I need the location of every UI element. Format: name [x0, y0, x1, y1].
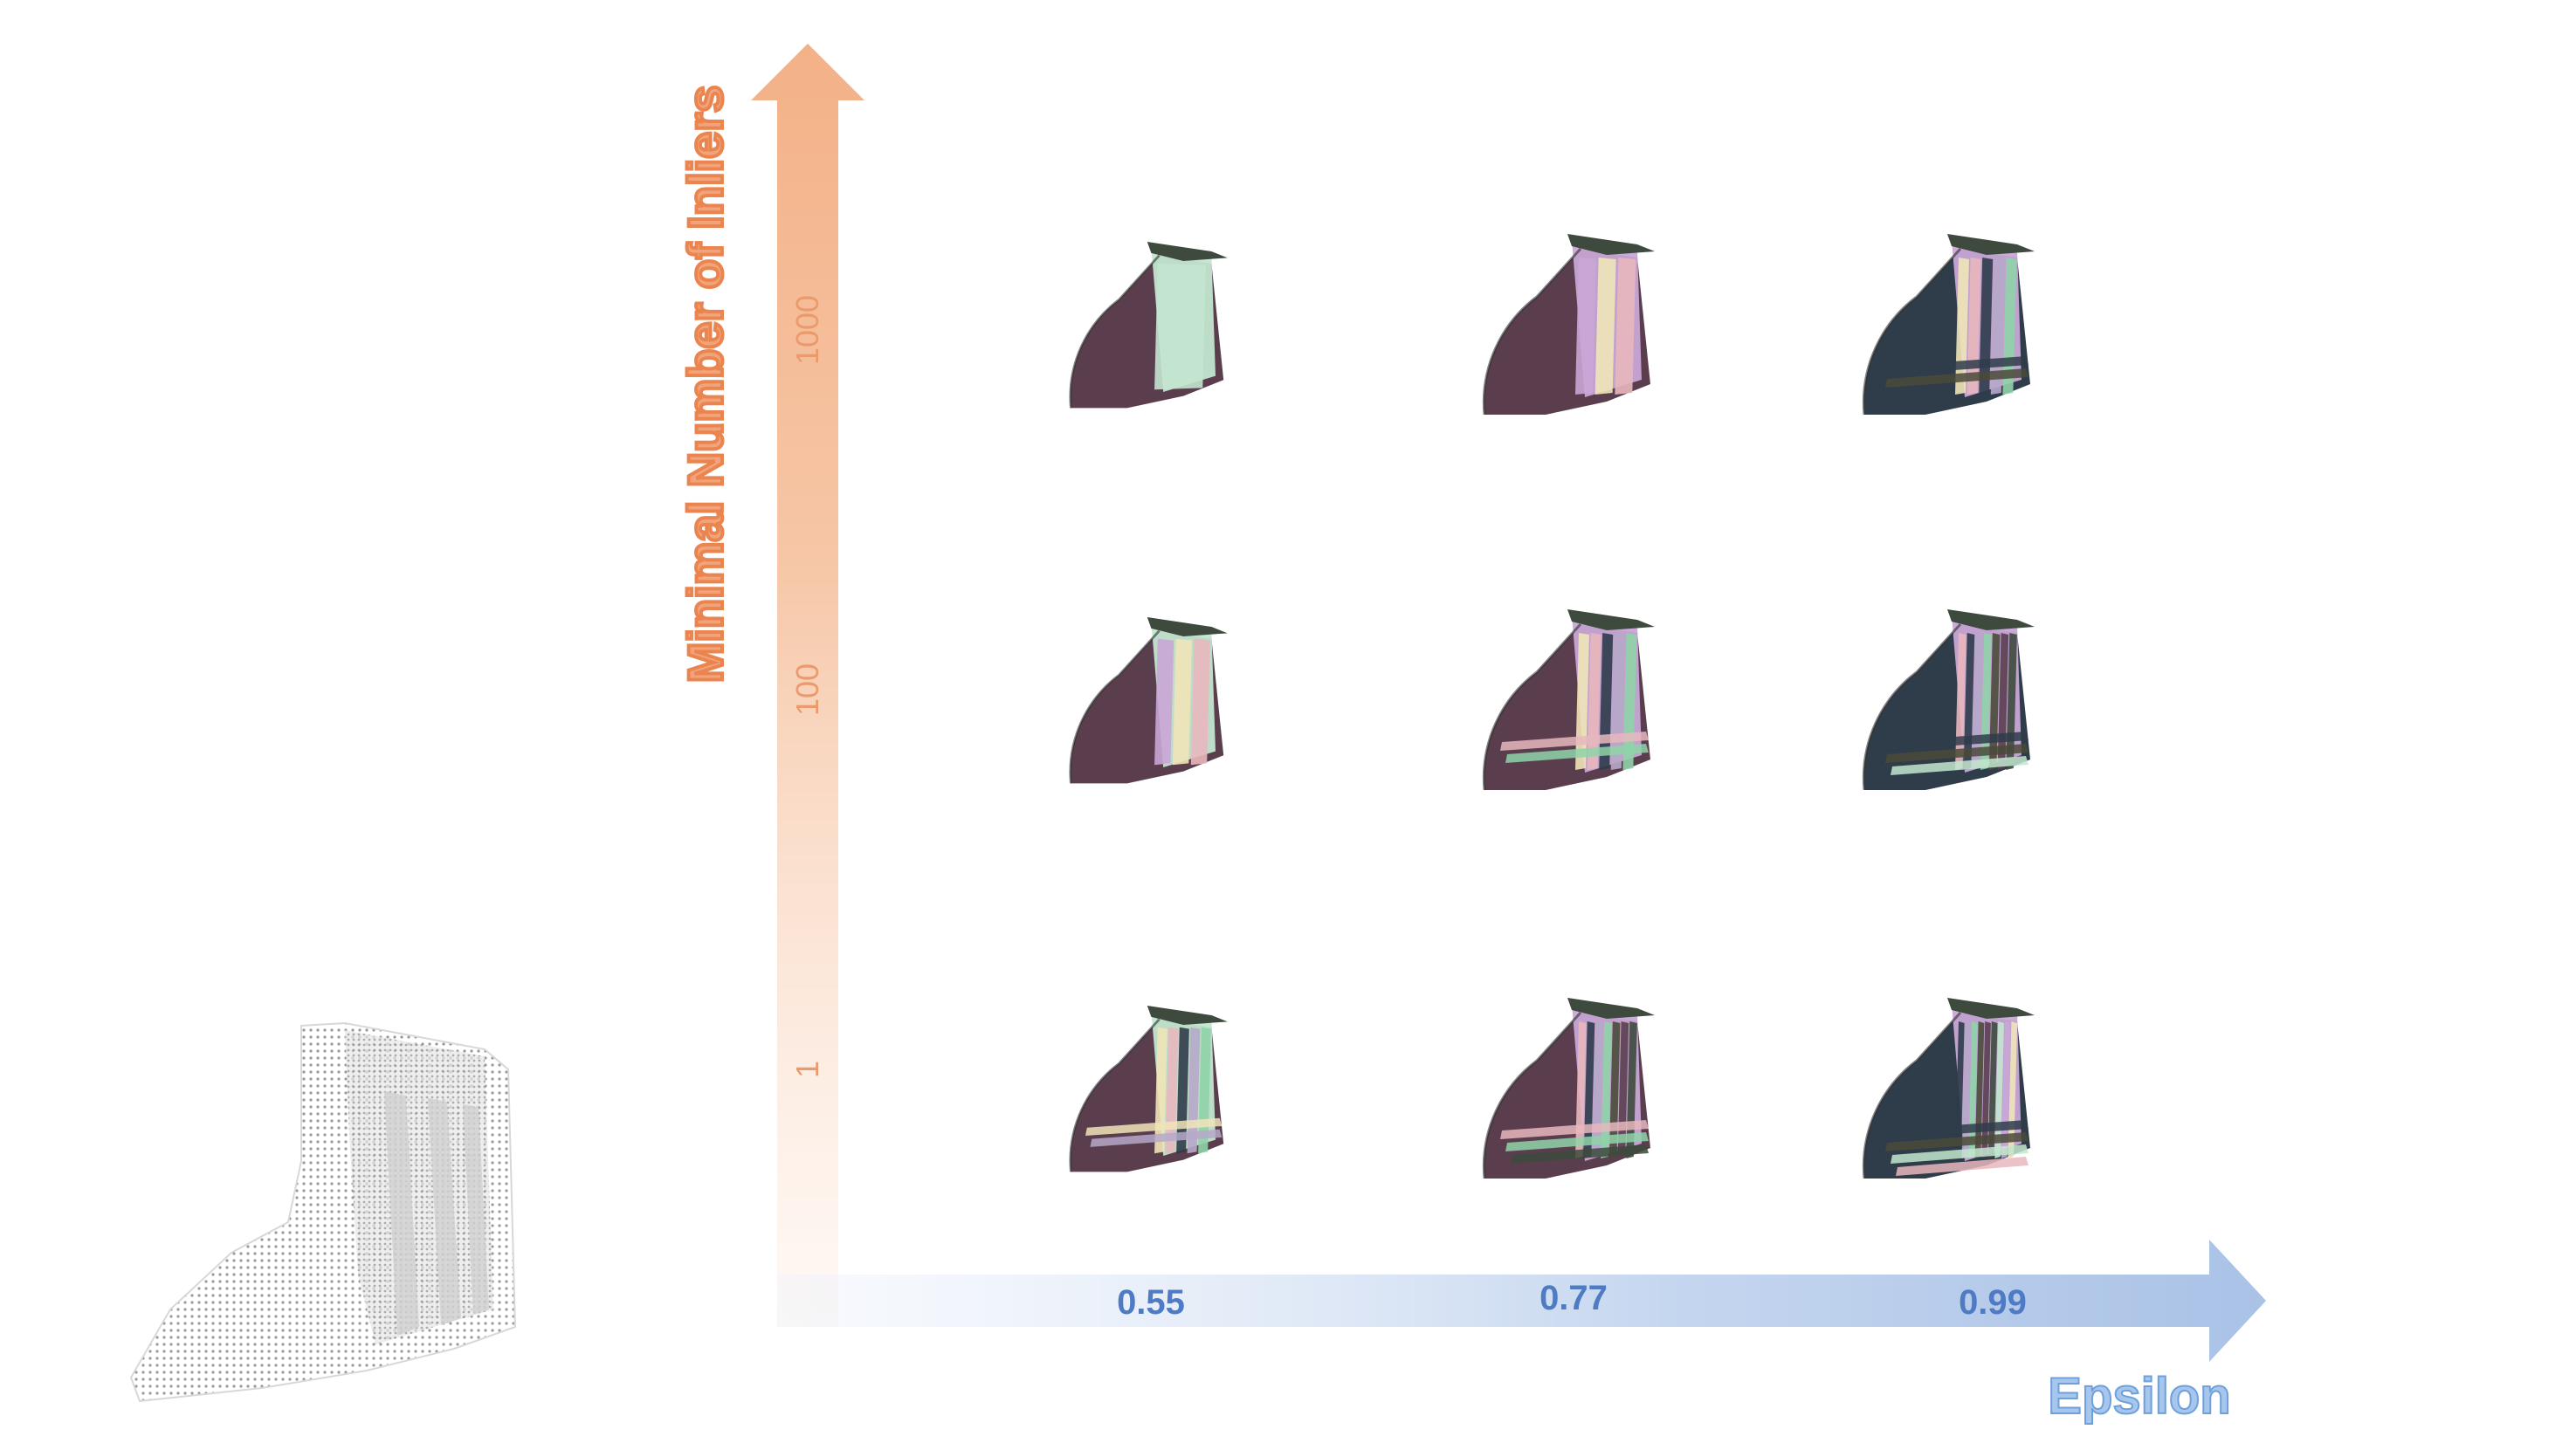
y-tick-1000: 1000: [789, 294, 825, 366]
shape-cell-100-0.55: [1069, 616, 1228, 784]
segment-edge: [1862, 247, 1962, 416]
segment-edge: [1482, 1011, 1582, 1179]
segment-top: [1147, 241, 1228, 262]
segment-edge: [1862, 622, 1962, 791]
segment-strip: [1575, 1021, 1587, 1158]
y-axis-label: Minimal Number of Inliers: [676, 84, 734, 685]
x-tick-0.55: 0.55: [1117, 1283, 1185, 1322]
segment-strip: [1172, 638, 1193, 766]
segment-band: [1085, 1117, 1223, 1136]
segment-strip: [1955, 1021, 1965, 1158]
shape-cell-100-0.99: [1862, 609, 2035, 791]
segment-top: [1147, 1005, 1228, 1026]
segment-band: [1511, 1144, 1649, 1164]
segment-band: [1896, 1157, 2028, 1176]
segment-band: [1500, 732, 1649, 751]
shape-cell-1000-0.77: [1482, 234, 1655, 416]
segment-strip: [1961, 1021, 1972, 1158]
segment-top: [1567, 998, 1655, 1019]
shape-cell-1-0.99: [1862, 998, 2035, 1179]
segment-strip: [1154, 263, 1206, 390]
segment-strip: [1154, 1027, 1167, 1154]
segment-strip: [1595, 258, 1616, 395]
x-tick-0.77: 0.77: [1539, 1279, 1608, 1317]
point-cloud-rib-3: [463, 1104, 489, 1315]
segment-band: [1880, 1120, 2028, 1139]
segment-band: [1891, 756, 2028, 775]
segment-top: [1947, 998, 2035, 1019]
segment-edge: [1482, 247, 1582, 416]
segment-edge: [1069, 629, 1161, 784]
segment-top: [1567, 609, 1655, 630]
point-cloud-rib-2: [428, 1098, 461, 1325]
segment-band: [1090, 1129, 1223, 1147]
segment-band: [1885, 744, 2028, 763]
x-tick-0.99: 0.99: [1959, 1283, 2027, 1322]
segment-top: [1147, 616, 1228, 637]
segment-strip: [1575, 258, 1596, 395]
segment-band: [1500, 1120, 1649, 1139]
segment-strip: [1615, 258, 1636, 395]
y-axis-arrow: [751, 44, 864, 1327]
segment-top: [1947, 609, 2035, 630]
segment-edge: [1069, 1018, 1161, 1172]
input-point-cloud: [129, 1021, 517, 1403]
segment-strip: [1955, 258, 1969, 395]
segment-strip: [1154, 638, 1174, 766]
segment-edge: [1069, 254, 1161, 409]
segment-band: [1885, 368, 2028, 388]
x-axis-label: Epsilon: [2047, 1367, 2231, 1426]
segment-band: [1505, 744, 1649, 763]
segment-strip: [1955, 633, 1966, 770]
shape-cell-1-0.77: [1482, 998, 1655, 1179]
segment-band: [1880, 732, 2028, 751]
segment-edge: [1862, 1011, 1962, 1179]
segment-band: [1880, 356, 2028, 375]
segment-top: [1947, 234, 2035, 255]
segment-band: [1891, 1144, 2028, 1164]
y-tick-1: 1: [789, 1060, 825, 1079]
segment-band: [1505, 1132, 1649, 1151]
shape-cell-1000-0.55: [1069, 241, 1228, 409]
shape-cell-100-0.77: [1482, 609, 1655, 791]
y-tick-100: 100: [789, 663, 825, 717]
segmentation-grid: [1069, 234, 2035, 1179]
point-cloud-rib-1: [384, 1091, 419, 1336]
segment-band: [1885, 1132, 2028, 1151]
segment-edge: [1482, 622, 1582, 791]
x-axis-arrow: [777, 1240, 2266, 1362]
shape-cell-1-0.55: [1069, 1005, 1228, 1172]
segment-strip: [1575, 633, 1589, 770]
segment-top: [1567, 234, 1655, 255]
shape-cell-1000-0.99: [1862, 234, 2035, 416]
segment-strip: [1190, 638, 1210, 766]
